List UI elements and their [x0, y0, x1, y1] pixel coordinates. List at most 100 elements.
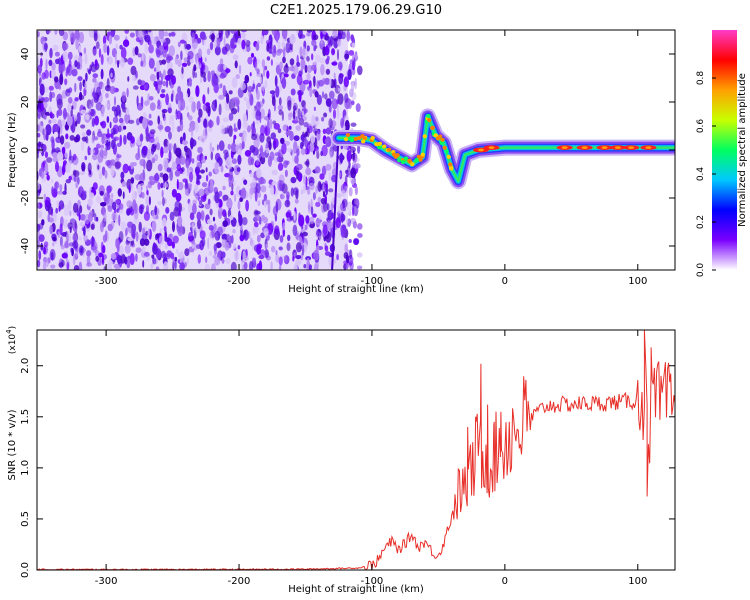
noise-blob [192, 67, 196, 79]
noise-blob [156, 233, 160, 239]
noise-blob [186, 105, 189, 111]
noise-blob [84, 155, 88, 161]
noise-blob [277, 128, 282, 134]
noise-blob [39, 83, 45, 96]
noise-blob [43, 241, 49, 248]
noise-blob [116, 254, 122, 265]
noise-blob [346, 219, 349, 224]
snr-panel: -300 -200 -100 0 100 0.0 0.5 1.0 1.5 2.0 Height … [5, 326, 676, 595]
noise-blob [256, 234, 261, 243]
noise-blob [162, 146, 169, 154]
noise-blob [242, 113, 247, 124]
noise-blob [256, 89, 260, 101]
noise-blob [198, 59, 201, 65]
noise-blob [315, 228, 322, 237]
noise-blob [168, 143, 173, 151]
noise-blob [102, 234, 107, 243]
noise-blob [39, 203, 42, 208]
noise-blob [120, 221, 127, 232]
noise-blob [84, 53, 88, 65]
noise-blob [72, 240, 79, 249]
noise-blob [174, 169, 181, 177]
noise-blob [271, 96, 276, 107]
noise-blob [234, 60, 238, 69]
noise-blob [331, 48, 336, 55]
noise-blob [119, 44, 123, 50]
noise-blob [45, 257, 49, 268]
noise-blob [101, 254, 105, 265]
noise-blob [49, 249, 56, 261]
noise-blob [102, 150, 108, 157]
noise-blob [335, 217, 341, 229]
noise-blob [163, 226, 167, 232]
noise-blob [51, 62, 56, 71]
snr-x-tick-label: -100 [361, 576, 384, 587]
noise-blob [73, 175, 77, 183]
noise-blob [52, 242, 55, 247]
noise-blob [203, 118, 208, 128]
noise-blob [250, 157, 255, 166]
signal-speckle [353, 136, 358, 141]
noise-blob [58, 84, 62, 90]
noise-blob [323, 112, 328, 118]
noise-blob [322, 224, 328, 236]
noise-blob [62, 107, 67, 120]
noise-blob [173, 143, 177, 155]
noise-blob [70, 247, 73, 253]
noise-blob [169, 211, 175, 221]
noise-blob [238, 210, 241, 220]
noise-blob [198, 188, 205, 197]
noise-blob [243, 261, 248, 270]
noise-blob [161, 73, 163, 85]
noise-blob [312, 34, 319, 41]
noise-blob [51, 68, 56, 80]
noise-blob [299, 46, 303, 57]
noise-blob [89, 103, 92, 113]
noise-blob [287, 147, 293, 153]
noise-blob [303, 121, 309, 128]
noise-blob [74, 30, 80, 41]
noise-blob [59, 135, 65, 145]
snr-y-tick-label: 0.0 [20, 562, 31, 578]
noise-blob [231, 234, 234, 244]
noise-blob [316, 130, 321, 141]
noise-blob [165, 207, 170, 214]
noise-blob [237, 118, 242, 130]
noise-blob [46, 174, 50, 181]
noise-blob [91, 235, 94, 247]
noise-blob [197, 218, 201, 230]
noise-blob [219, 72, 226, 79]
noise-blob [313, 249, 320, 261]
noise-blob [105, 92, 109, 99]
noise-blob [87, 212, 94, 223]
noise-blob [266, 56, 271, 61]
noise-blob [201, 62, 206, 71]
noise-blob [139, 204, 145, 210]
noise-blob [181, 62, 188, 67]
noise-blob [285, 130, 290, 136]
noise-blob [207, 237, 210, 250]
noise-blob [247, 56, 253, 65]
noise-blob [296, 148, 300, 157]
noise-blob [273, 44, 277, 54]
noise-blob [155, 60, 160, 73]
noise-blob [59, 236, 63, 247]
noise-blob [320, 198, 326, 205]
noise-blob [58, 57, 62, 65]
heatmap-noise-region [37, 30, 363, 270]
noise-blob [62, 31, 69, 41]
noise-blob [121, 102, 126, 110]
noise-blob [176, 164, 182, 172]
noise-blob [139, 183, 146, 188]
noise-blob [185, 43, 191, 50]
signal-speckle [370, 136, 375, 140]
noise-blob [305, 260, 310, 270]
noise-blob [219, 58, 224, 65]
noise-blob [261, 214, 266, 222]
noise-blob [297, 30, 303, 40]
noise-blob [263, 193, 268, 201]
heatmap-x-axis: -300 -200 -100 0 100 [95, 30, 647, 287]
signal-speckle [449, 165, 454, 170]
chart-title: C2E1.2025.179.06.29.G10 [270, 3, 442, 18]
noise-blob [113, 34, 120, 41]
